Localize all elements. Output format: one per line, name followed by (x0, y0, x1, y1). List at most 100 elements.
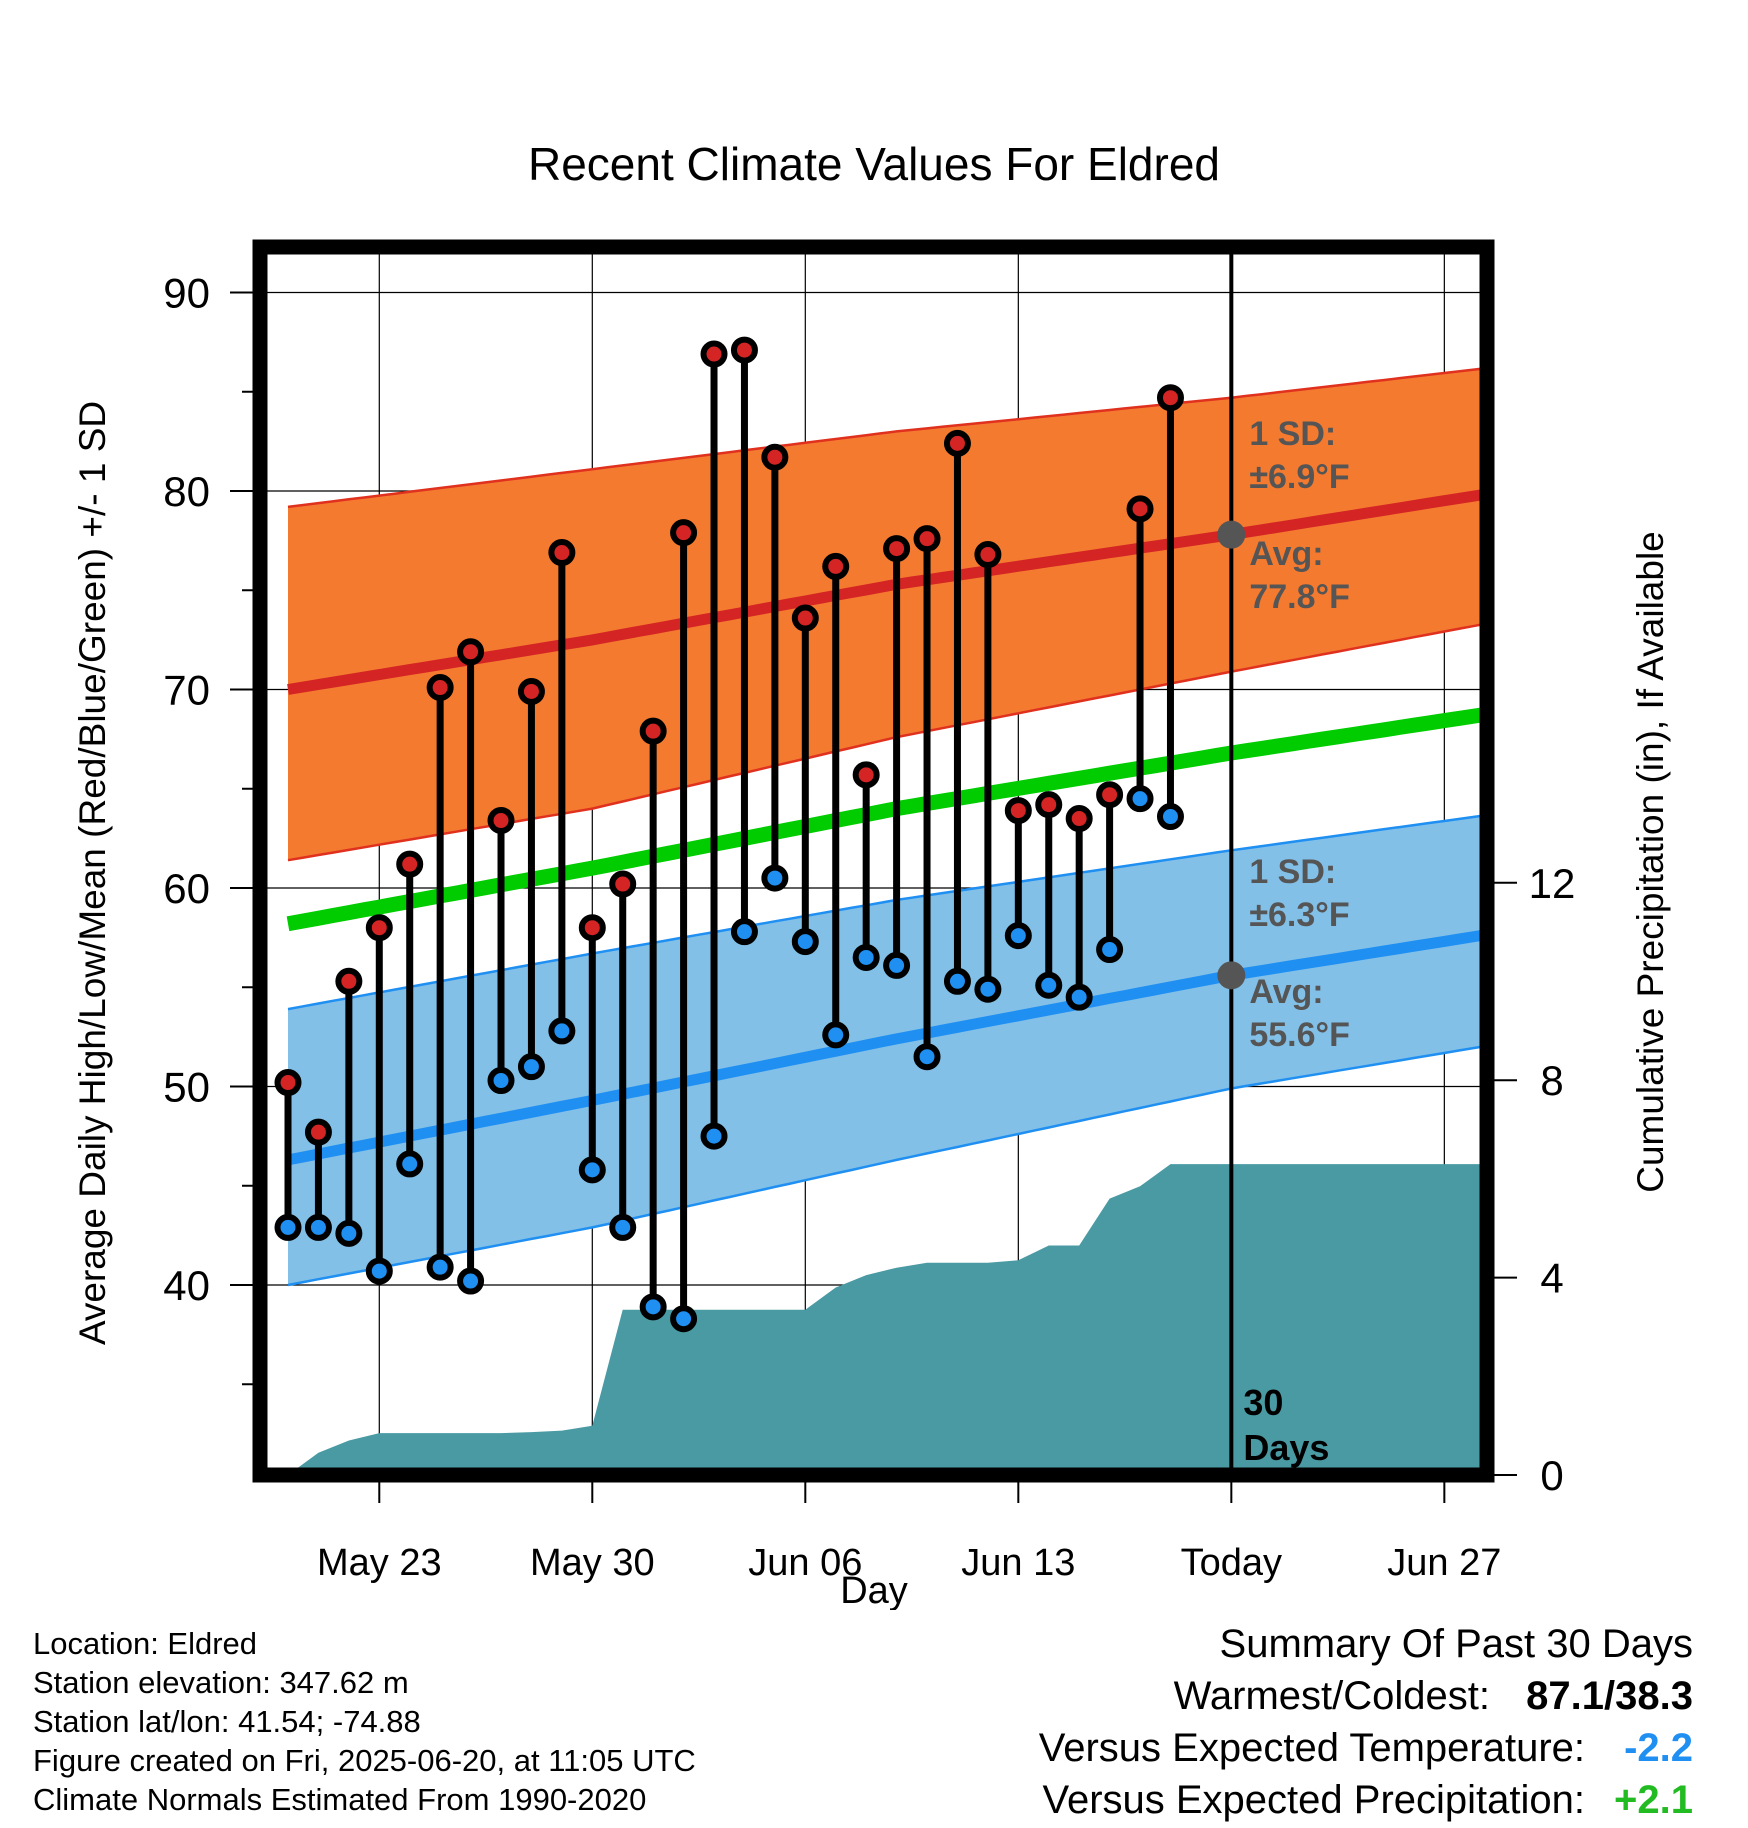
daily-high-point (1035, 791, 1063, 819)
latlon-text: Station lat/lon: 41.54; -74.88 (33, 1704, 421, 1739)
location-text: Location: Eldred (33, 1626, 258, 1661)
summary-warmest-row: Warmest/Coldest: 87.1/38.3 (1039, 1670, 1693, 1722)
climate-chart: Recent Climate Values For Eldred 1 SD: ±6… (72, 138, 1671, 1610)
daily-high-point (852, 761, 880, 789)
x-tick-label: Jun 27 (1387, 1542, 1501, 1584)
low_sd-annotation-line1: 1 SD: (1249, 853, 1336, 891)
daily-high-point (822, 552, 850, 580)
daily-low-point (700, 1122, 728, 1150)
daily-low-point (1126, 785, 1154, 813)
y2-tick-label: 0 (1540, 1452, 1563, 1499)
y-tick-label: 40 (163, 1262, 210, 1309)
x-tick-label: Today (1181, 1542, 1282, 1584)
y2-tick-label: 4 (1540, 1255, 1563, 1302)
daily-high-point (517, 677, 545, 705)
summary-precip-row: Versus Expected Precipitation: +2.1 (1039, 1774, 1693, 1826)
daily-low-point (548, 1017, 576, 1045)
daily-high-point (609, 870, 637, 898)
daily-high-point (943, 429, 971, 457)
low-band-lower-edge (287, 1044, 1487, 1287)
chart-title: Recent Climate Values For Eldred (528, 138, 1220, 190)
low_sd-annotation-line2: ±6.3°F (1249, 896, 1349, 934)
precip-label: Versus Expected Precipitation: (1042, 1778, 1585, 1822)
warmest-label: Warmest/Coldest: (1173, 1674, 1490, 1718)
daily-high-point (700, 340, 728, 368)
low_avg-annotation-line1: Avg: (1249, 973, 1323, 1011)
daily-high-point (1065, 805, 1093, 833)
daily-low-point (274, 1213, 302, 1241)
plot-frame (252, 239, 1495, 1483)
daily-low-point (304, 1213, 332, 1241)
daily-high-point (1126, 495, 1154, 523)
daily-high-point (548, 539, 576, 567)
daily-low-point (609, 1213, 637, 1241)
daily-high-point (274, 1069, 302, 1097)
daily-high-point (670, 519, 698, 547)
daily-high-point (974, 541, 1002, 569)
x-tick-label: Jun 13 (961, 1542, 1075, 1584)
x-axis-label: Day (840, 1570, 908, 1610)
daily-low-point (913, 1043, 941, 1071)
daily-low-point (426, 1253, 454, 1281)
temp-value: -2.2 (1624, 1726, 1693, 1770)
daily-low-point (1096, 936, 1124, 964)
high_avg-annotation-line2: 77.8°F (1249, 578, 1350, 616)
daily-low-point (761, 864, 789, 892)
daily-high-point (913, 525, 941, 553)
created-text: Figure created on Fri, 2025-06-20, at 11… (33, 1743, 696, 1778)
x-tick-label: May 23 (317, 1542, 442, 1584)
low_avg-annotation-line2: 55.6°F (1249, 1016, 1350, 1054)
plot-content: 1 SD: ±6.9°F Avg: 77.8°F 1 SD: ±6.3°F Avg: 55.6… (260, 247, 1487, 1475)
daily-low-point (335, 1219, 363, 1247)
daily-high-point (335, 967, 363, 995)
daily-high-point (761, 443, 789, 471)
y-tick-label: 90 (163, 270, 210, 317)
high-band-upper-edge (287, 366, 1487, 509)
daily-low-point (457, 1267, 485, 1295)
precip-value: +2.1 (1614, 1778, 1693, 1822)
daily-low-point (396, 1150, 424, 1178)
daily-high-point (487, 807, 515, 835)
y-axis-label: Average Daily High/Low/Mean (Red/Blue/Gr… (72, 401, 113, 1345)
daily-low-point (578, 1156, 606, 1184)
daily-high-point (1004, 797, 1032, 825)
daily-high-point (791, 604, 819, 632)
daily-high-point (426, 674, 454, 702)
station-info: Location: Eldred Station elevation: 347.… (33, 1624, 696, 1819)
daily-high-point (1156, 384, 1184, 412)
daily-low-point (1065, 983, 1093, 1011)
y2-tick-label: 8 (1540, 1057, 1563, 1104)
daily-low-point (1004, 922, 1032, 950)
plot-area: 1 SD: ±6.9°F Avg: 77.8°F 1 SD: ±6.3°F Avg: 55.6… (163, 239, 1575, 1584)
precipitation-area (288, 1164, 1487, 1475)
daily-low-point (883, 951, 911, 979)
summary-temp-row: Versus Expected Temperature: -2.2 (1039, 1722, 1693, 1774)
daily-low-point (365, 1257, 393, 1285)
summary-panel: Summary Of Past 30 Days Warmest/Coldest:… (1039, 1618, 1693, 1826)
y-tick-label: 50 (163, 1064, 210, 1111)
y-tick-label: 60 (163, 865, 210, 912)
daily-low-point (639, 1293, 667, 1321)
daily-low-point (1035, 971, 1063, 999)
daily-high-point (365, 914, 393, 942)
daily-high-point (639, 717, 667, 745)
daily-low-point (822, 1021, 850, 1049)
daily-low-point (852, 943, 880, 971)
daily-low-point (791, 928, 819, 956)
y-tick-label: 70 (163, 667, 210, 714)
summary-title: Summary Of Past 30 Days (1219, 1622, 1693, 1666)
y2-axis-label: Cumulative Precipitation (in), If Availa… (1630, 531, 1671, 1193)
daily-low-point (1156, 803, 1184, 831)
daily-low-point (943, 967, 971, 995)
high_avg-annotation-line1: Avg: (1249, 535, 1323, 573)
x-tick-label: Jun 06 (748, 1542, 862, 1584)
daily-low-point (730, 918, 758, 946)
daily-high-point (1096, 781, 1124, 809)
high_sd-annotation-line2: ±6.9°F (1249, 458, 1349, 496)
daily-high-point (304, 1118, 332, 1146)
today-high-avg-marker (1217, 520, 1246, 549)
warmest-value: 87.1/38.3 (1526, 1674, 1693, 1718)
daily-high-point (883, 535, 911, 563)
elevation-text: Station elevation: 347.62 m (33, 1665, 409, 1700)
daily-low-point (670, 1305, 698, 1333)
